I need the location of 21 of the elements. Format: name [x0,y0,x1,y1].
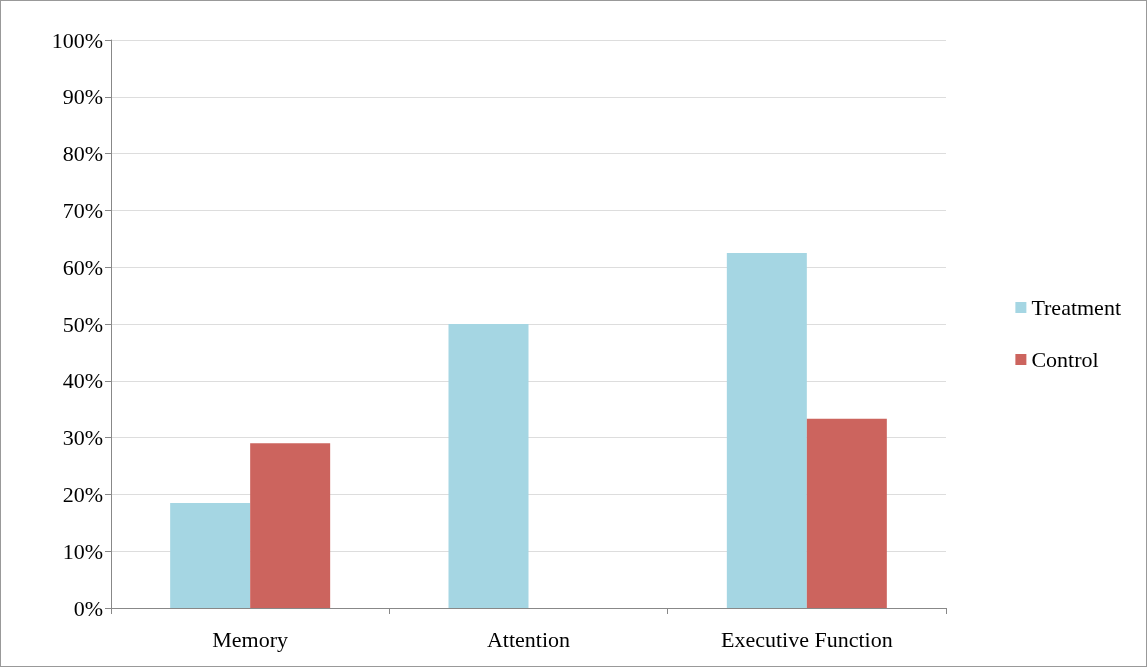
bar [806,418,887,608]
x-tick-label: Memory [212,626,289,652]
y-tick-label: 30% [62,425,103,451]
x-tick-label: Attention [486,626,571,652]
y-tick-label: 100% [51,27,103,53]
bar [448,324,529,608]
y-tick-label: 90% [62,84,103,110]
y-tick-label: 0% [73,595,103,621]
y-tick-label: 20% [62,481,103,507]
y-tick-label: 40% [62,368,103,394]
legend-label: Treatment [1031,295,1121,320]
y-tick-label: 80% [62,141,103,167]
y-tick-label: 50% [62,311,103,337]
legend-label: Control [1031,347,1099,372]
x-tick-label: Executive Function [720,626,893,652]
y-tick-label: 10% [62,538,103,564]
y-tick-label: 60% [62,254,103,280]
y-tick-label: 70% [62,197,103,223]
bar [170,502,251,608]
bar [726,253,807,608]
bar [250,443,331,608]
